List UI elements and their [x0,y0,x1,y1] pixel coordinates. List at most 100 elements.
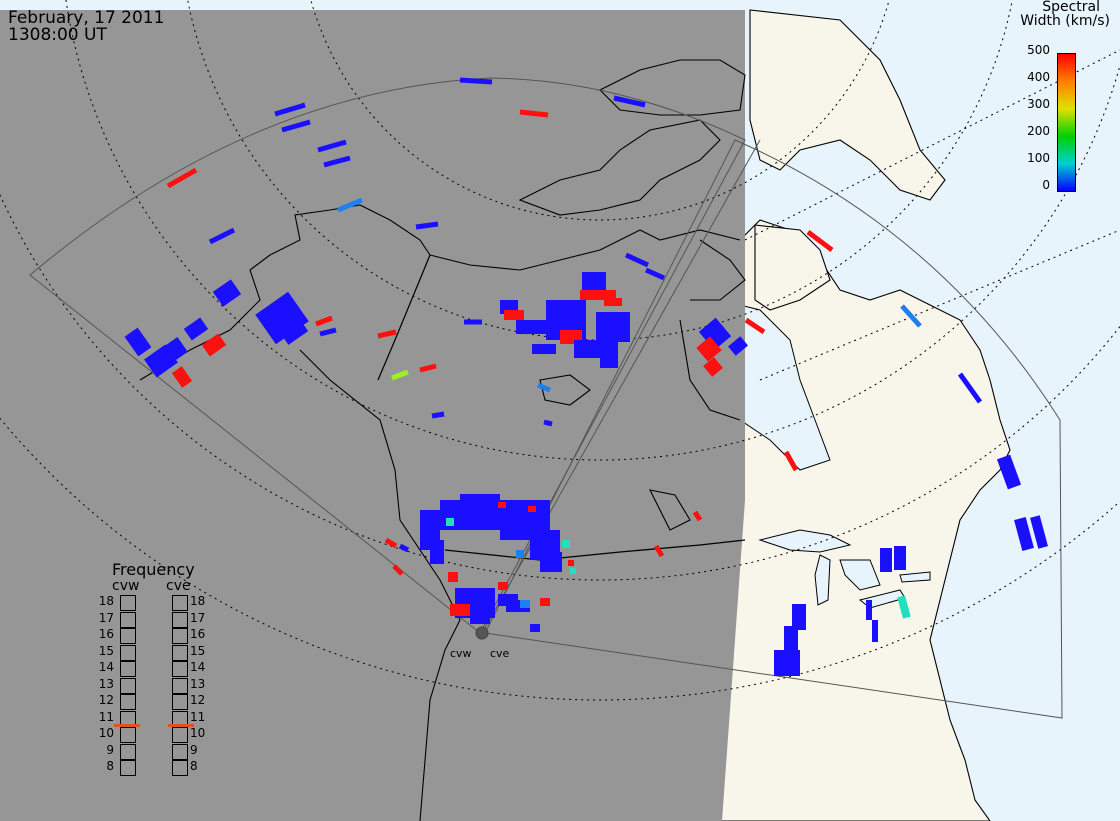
frequency-title: Frequency [112,560,195,579]
scatter-cell [255,291,309,345]
lat-circle-5 [0,417,1120,701]
latitude-grid [0,0,1120,701]
lake-superior [758,529,852,553]
scatter-cell [319,327,337,337]
scatter-cell [596,312,630,342]
scatter-cell [568,560,574,566]
scatter-cell [317,139,347,153]
colorbar-gradient [1057,53,1076,192]
lake-ontario [899,571,931,583]
scatter-cell [783,450,799,472]
frequency-level-label-cve: 18 [190,594,206,608]
frequency-radar-cve: cve [166,578,191,594]
frequency-radar-cvw: cvw [112,578,140,594]
frequency-box-cve [172,760,188,776]
greenland-land [749,9,946,201]
scatter-cell [880,548,892,572]
scatter-cell [398,543,410,553]
scatter-cell [696,336,722,362]
scatter-cell [323,155,351,168]
frequency-level-label-cve: 13 [190,676,206,691]
scatter-cell [384,537,398,549]
radar-fov [29,77,1063,719]
lake-huron [839,559,881,591]
frequency-level-label-cvw: 13 [98,676,114,691]
scatter-cell [866,600,872,620]
frequency-selected-marker [114,723,140,727]
frequency-box-cvw [120,694,136,710]
frequency-level-label-cvw: 11 [98,709,114,724]
colorbar-tick: 500 [1027,43,1050,57]
header-date: February, 17 2011 [8,8,165,28]
scatter-cell [996,454,1022,490]
scatter-cell [166,167,198,189]
frequency-level-label-cve: 17 [190,610,206,625]
scatter-cell [613,95,646,108]
scatter-cell [957,372,983,404]
scatter-cell [281,119,311,133]
scatter-cell [377,329,397,339]
scatter-cells [124,77,1048,676]
scatter-cell [208,227,236,245]
scatter-cell [703,357,723,377]
frequency-box-cve [172,661,188,677]
frequency-level-label-cvw: 18 [98,594,114,608]
scatter-cell [562,540,570,548]
frequency-level-label-cve: 10 [190,726,206,740]
scatter-cell [460,494,500,506]
scatter-cell [774,650,800,676]
scatter-cell [744,317,766,335]
scatter-cell [894,546,906,570]
frequency-box-cve [172,677,188,694]
scatter-cell [415,221,439,230]
frequency-box-cvw [120,743,136,760]
frequency-level-label-cve: 12 [190,693,206,707]
scatter-cell [792,604,806,630]
scatter-cell [164,337,188,361]
frequency-box-cve [172,694,188,710]
colorbar-tick: 300 [1027,97,1050,111]
frequency-level-label-cve: 14 [190,660,206,674]
arctic-islands [518,119,721,216]
scatter-cell [470,600,490,624]
scatter-cell [516,550,524,558]
scatter-cell [653,544,665,558]
scatter-cell [698,317,732,351]
lake-michigan [814,554,831,606]
scatter-cell [459,77,493,85]
alaska-coast [139,204,431,381]
colorbar-tick: 400 [1027,70,1050,84]
frequency-box-cvw [120,727,136,743]
frequency-level-label-cvw: 14 [98,660,114,674]
scatter-cell [450,604,470,616]
lake-coast [539,374,591,406]
colorbar-tick: 100 [1027,151,1050,165]
scatter-cell [570,568,576,574]
scatter-cell [201,333,227,357]
scatter-cell [872,620,878,642]
frequency-level-label-cve: 15 [190,643,206,658]
cve-fov-outline [484,139,1063,719]
frequency-selected-marker [168,723,194,727]
frequency-box-cvw [120,595,136,611]
frequency-box-cvw [120,628,136,644]
scatter-cell [900,304,922,328]
hudson-west [679,319,741,421]
colorbar-tick: 200 [1027,124,1050,138]
radar-label-cvw: cvw [450,647,472,660]
scatter-cell [498,582,508,590]
cvw-inner-beam [481,139,761,634]
frequency-level-label-cvw: 15 [98,643,114,658]
frequency-level-label-cvw: 17 [98,610,114,625]
scatter-cell [530,624,540,632]
scatter-cell [692,510,703,522]
labrador-land [754,224,831,311]
frequency-box-cve [172,727,188,743]
night-region [0,10,745,821]
frequency-level-label-cve: 11 [190,709,206,724]
great-lakes [758,529,931,609]
lake-coast-2 [649,489,691,531]
scatter-cell [315,315,333,327]
arctic-islands-2 [599,59,746,116]
